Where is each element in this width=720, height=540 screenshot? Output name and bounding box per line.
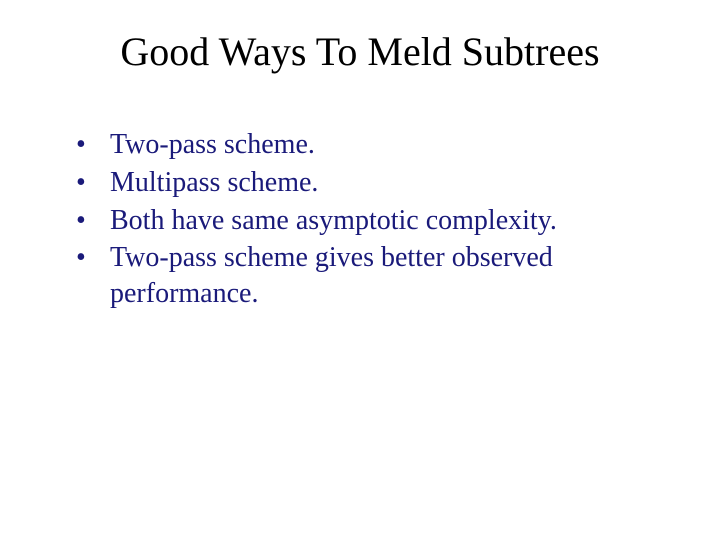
bullet-item: Two-pass scheme gives better observed pe…: [76, 240, 670, 312]
bullet-item: Both have same asymptotic complexity.: [76, 203, 670, 239]
bullet-text: Two-pass scheme.: [110, 129, 315, 160]
slide-title: Good Ways To Meld Subtrees: [50, 28, 670, 75]
bullet-item: Two-pass scheme.: [76, 127, 670, 163]
bullet-list: Two-pass scheme. Multipass scheme. Both …: [50, 127, 670, 312]
bullet-text: Two-pass scheme gives better observed pe…: [110, 242, 553, 309]
bullet-text: Multipass scheme.: [110, 167, 318, 198]
slide-container: Good Ways To Meld Subtrees Two-pass sche…: [0, 0, 720, 540]
bullet-text: Both have same asymptotic complexity.: [110, 205, 557, 236]
bullet-item: Multipass scheme.: [76, 165, 670, 201]
